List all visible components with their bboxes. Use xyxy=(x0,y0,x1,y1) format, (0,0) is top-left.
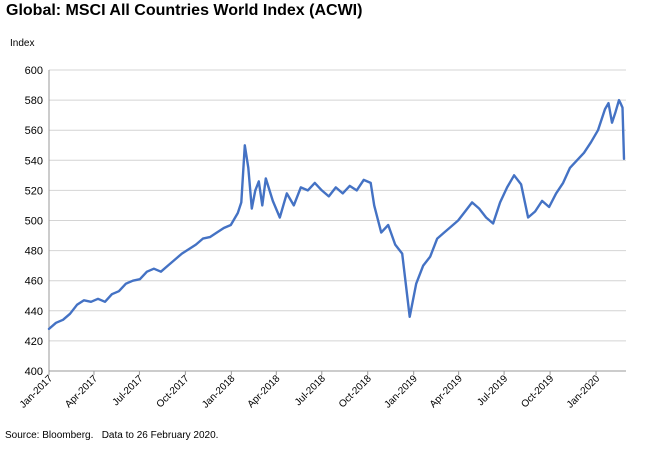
series-line xyxy=(47,98,626,331)
x-tick-label: Jan-2018 xyxy=(200,373,238,411)
y-tick-label: 600 xyxy=(25,65,43,77)
x-tick-label: Oct-2019 xyxy=(519,373,556,410)
y-tick-label: 580 xyxy=(25,95,43,107)
y-tick-label: 520 xyxy=(25,185,43,197)
y-tick-label: 560 xyxy=(25,125,43,137)
y-axis-label: Index xyxy=(10,38,34,49)
x-tick-label: Jan-2020 xyxy=(565,373,603,411)
y-tick-label: 460 xyxy=(25,276,43,288)
y-tick-label: 500 xyxy=(25,216,43,228)
axes xyxy=(48,70,626,372)
x-tick-label: Oct-2017 xyxy=(155,373,192,410)
x-tick-label: Jan-2017 xyxy=(18,373,56,411)
x-tick-label: Jan-2019 xyxy=(383,373,421,411)
y-tick-label: 420 xyxy=(25,336,43,348)
y-tick-label: 440 xyxy=(25,306,43,318)
y-tick-label: 400 xyxy=(25,366,43,378)
source-note: Source: Bloomberg. Data to 26 February 2… xyxy=(5,430,219,441)
y-tick-labels: 400 420 440 460 480 500 520 540 560 580 600 xyxy=(25,65,43,378)
series-layer xyxy=(47,98,626,331)
x-tick-label: Apr-2019 xyxy=(428,373,465,410)
gridlines xyxy=(49,69,626,342)
x-tick-label: Jul-2018 xyxy=(293,373,328,408)
x-tick-label: Apr-2018 xyxy=(246,373,283,410)
x-tick-label: Oct-2018 xyxy=(337,373,374,410)
y-tick-label: 540 xyxy=(25,155,43,167)
x-tick-label: Jul-2019 xyxy=(475,373,510,408)
x-tick-label: Apr-2017 xyxy=(63,373,100,410)
y-tick-label: 480 xyxy=(25,246,43,258)
chart-title: Global: MSCI All Countries World Index (… xyxy=(6,2,363,19)
x-tick-labels: Jan-2017 Apr-2017 Jul-2017 Oct-2017 Jan-2018… xyxy=(18,371,603,411)
x-tick-label: Jul-2017 xyxy=(111,373,146,408)
